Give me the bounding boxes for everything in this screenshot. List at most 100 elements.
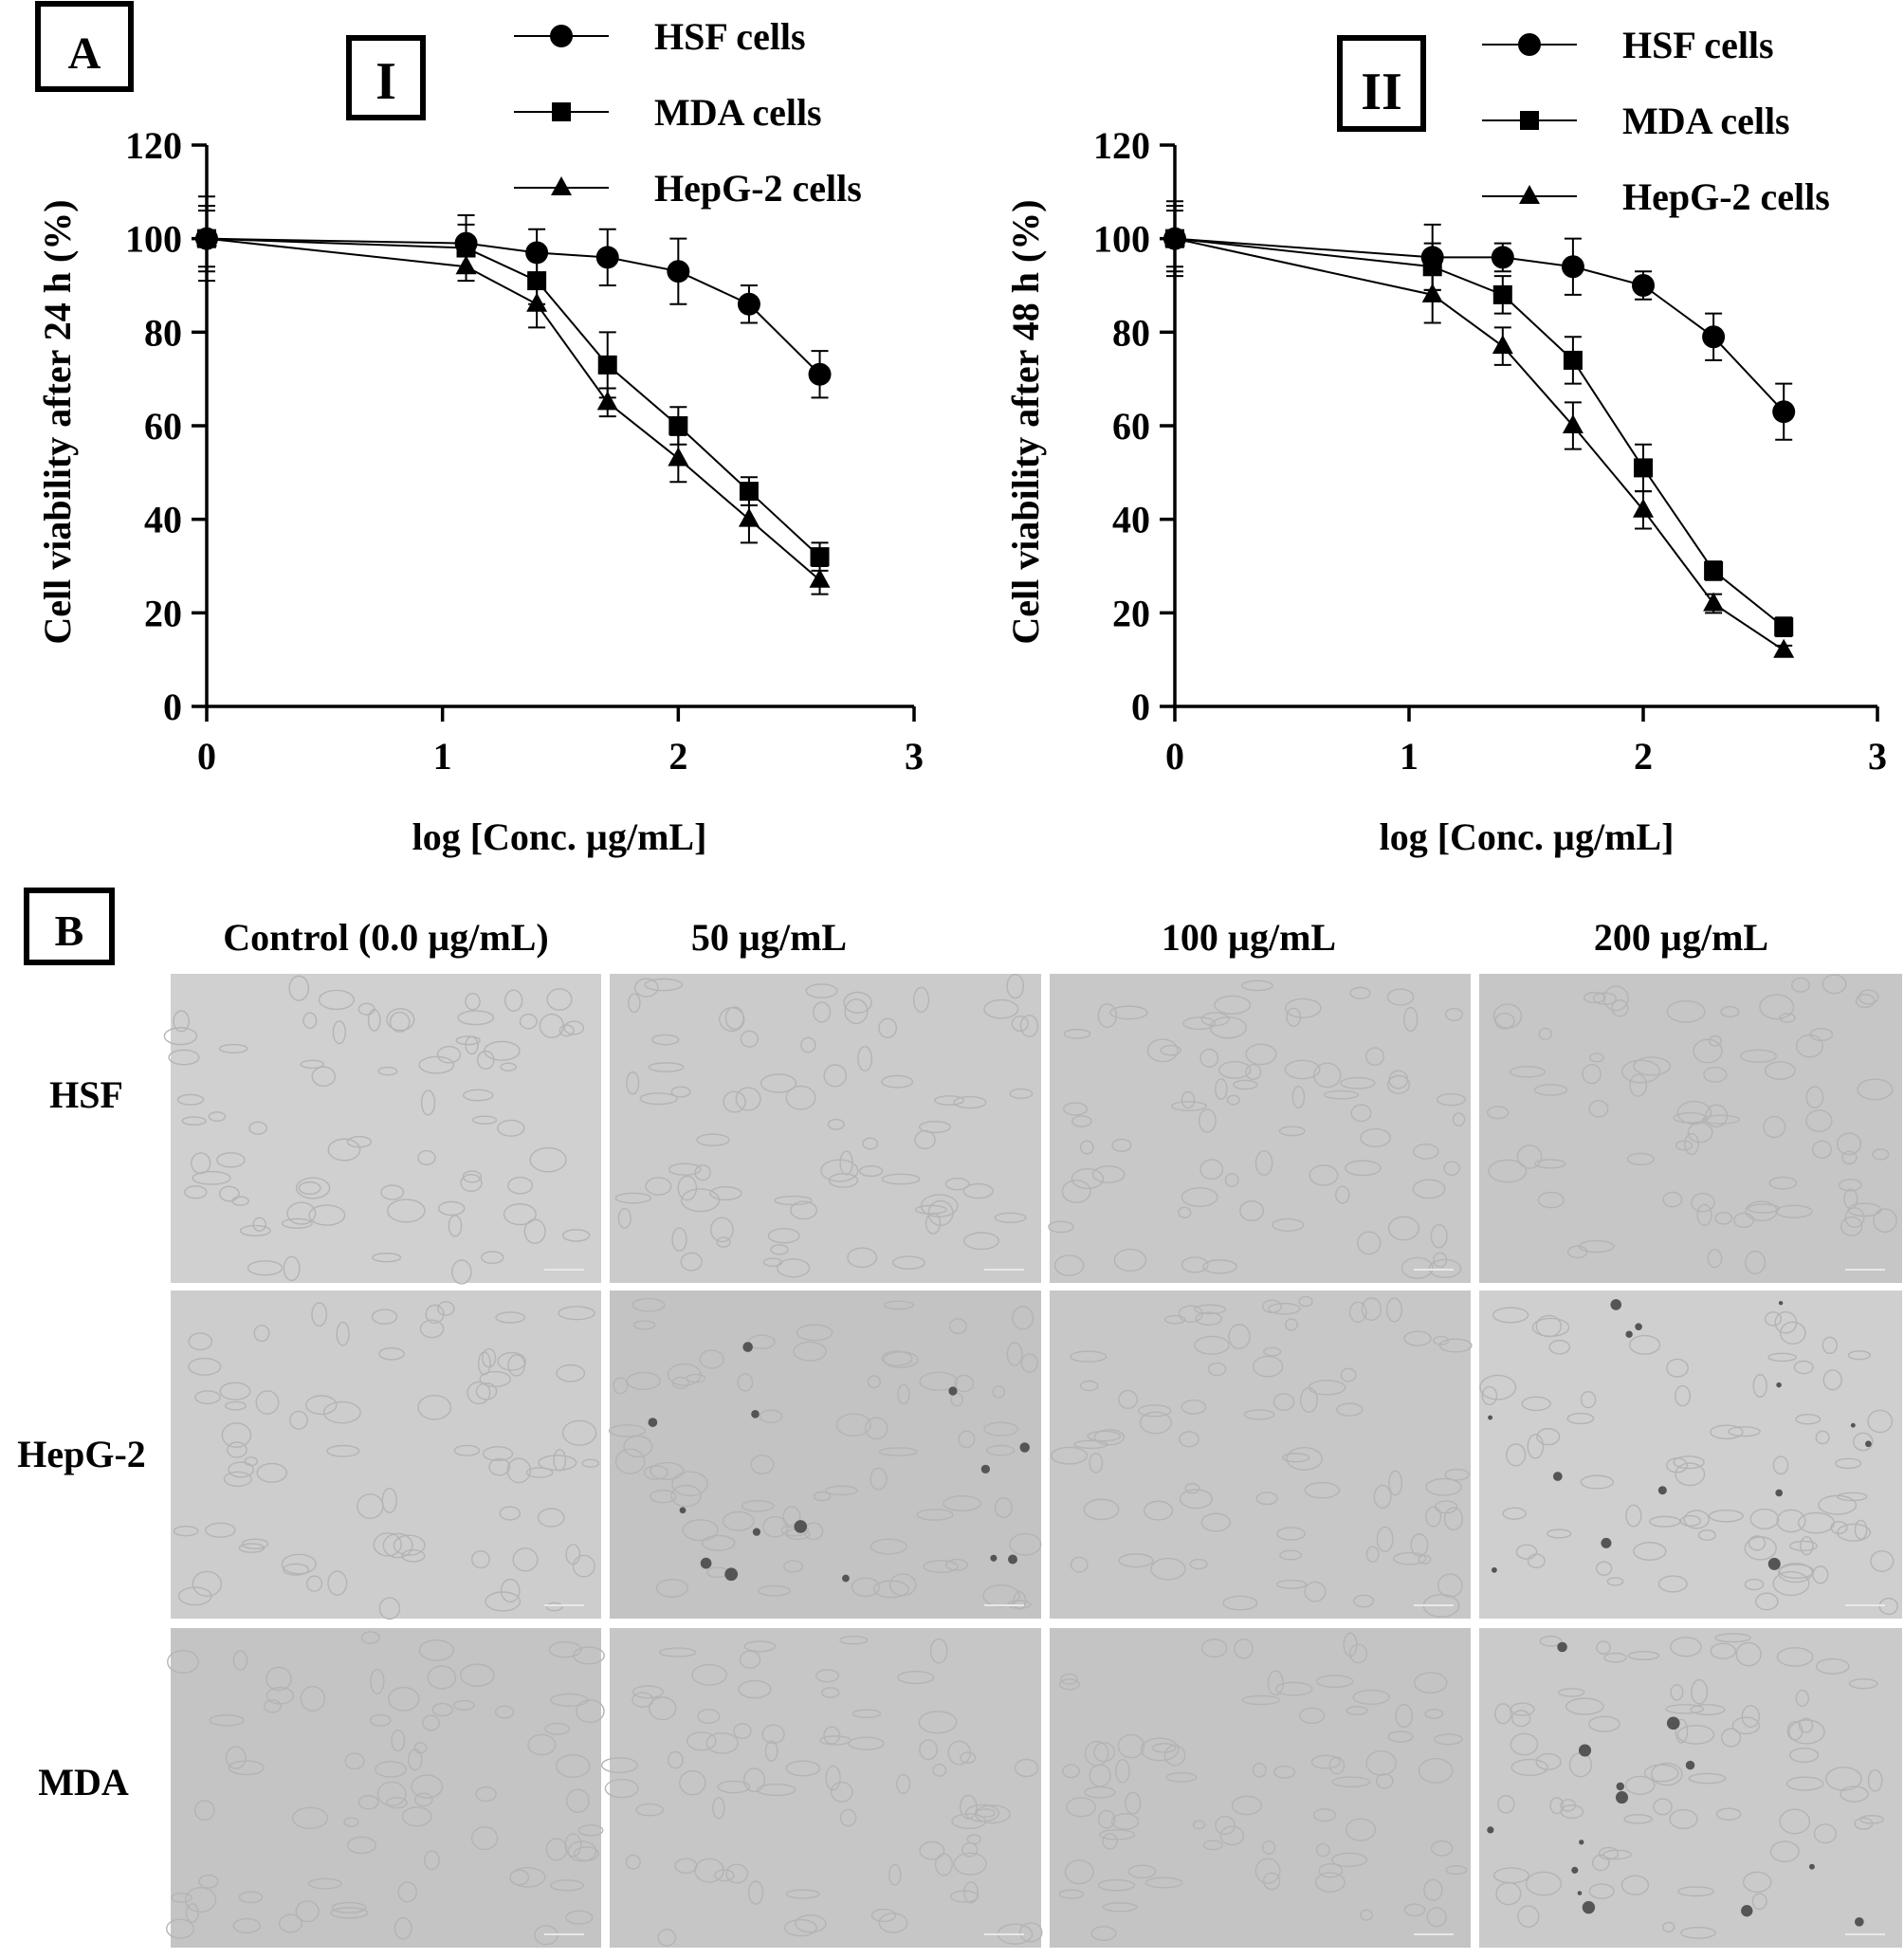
debris-dot (1582, 1900, 1596, 1914)
cell-outline (1200, 1639, 1228, 1658)
cell-outline (1348, 1301, 1367, 1324)
cell-outline (1312, 1062, 1342, 1089)
cell-outline (1330, 1852, 1368, 1867)
cell-outline (1009, 1088, 1034, 1100)
cell-outline (1515, 1544, 1538, 1560)
debris-dot (1778, 1300, 1784, 1306)
cell-outline (265, 1686, 295, 1705)
cell-outline (1170, 1101, 1207, 1111)
cell-outline (1443, 1161, 1460, 1176)
cell-outline (1340, 1367, 1357, 1382)
cell-outline (1388, 1470, 1403, 1496)
cell-outline (614, 1448, 646, 1474)
cell-outline (1181, 1090, 1196, 1109)
cell-outline (184, 1887, 217, 1913)
cell-outline (1537, 1191, 1565, 1209)
cell-outline (241, 1538, 269, 1550)
cell-outline (1252, 1355, 1284, 1378)
debris-dot (1657, 1486, 1667, 1495)
cell-outline (892, 1255, 925, 1270)
cell-outline (318, 989, 356, 1011)
cell-outline (733, 1723, 752, 1740)
cell-outline (387, 1199, 426, 1223)
cell-outline (1677, 1886, 1714, 1897)
cell-outline (1606, 1577, 1624, 1586)
cell-outline (696, 1133, 730, 1146)
cell-outline (1113, 1248, 1147, 1272)
cell-outline (378, 1597, 401, 1620)
cell-outline (1780, 1321, 1806, 1345)
cell-outline (386, 1797, 408, 1809)
cell-outline (897, 1383, 910, 1405)
cell-outline (283, 1255, 301, 1282)
cell-outline (509, 1869, 530, 1886)
cell-outline (679, 1769, 706, 1796)
cell-outline (1481, 1385, 1498, 1405)
cell-outline (613, 1377, 629, 1395)
cell-outline (295, 1900, 320, 1923)
cell-outline (1388, 1070, 1409, 1089)
cell-outline (264, 1699, 282, 1713)
cell-outline (1536, 1428, 1561, 1446)
cell-outline (1070, 1350, 1108, 1363)
cell-outline (1443, 1507, 1463, 1531)
cell-outline (1858, 989, 1879, 1005)
cell-outline (1785, 1776, 1824, 1791)
debris-dot (1488, 1415, 1492, 1420)
cell-outline (1535, 1314, 1563, 1338)
x-axis-label-24h: log [Conc. µg/mL] (412, 815, 707, 858)
cell-outline (650, 1461, 685, 1480)
cell-outline (1061, 1764, 1080, 1779)
cell-outline (232, 1650, 248, 1671)
cell-outline (1299, 1387, 1319, 1413)
cell-outline (1315, 1675, 1354, 1689)
cell-outline (1720, 1006, 1740, 1017)
cell-outline (701, 1534, 736, 1551)
cell-outline (462, 1089, 494, 1102)
cell-outline (1254, 1858, 1281, 1884)
cell-outline (1509, 1066, 1547, 1078)
cell-outline (572, 1554, 595, 1578)
cell-outline (228, 1461, 255, 1478)
cell-outline (785, 1760, 821, 1777)
cell-outline (847, 1247, 878, 1269)
data-point (597, 355, 617, 375)
cell-outline (758, 1584, 791, 1597)
cell-outline (1179, 1431, 1199, 1448)
cell-outline (1763, 1115, 1786, 1139)
cell-outline (1793, 1360, 1814, 1375)
cell-outline (311, 1302, 328, 1327)
cell-outline (1516, 1144, 1543, 1169)
cell-outline (1224, 1173, 1239, 1187)
cell-outline (1365, 1546, 1380, 1563)
y-axis-label-24h: Cell viability after 24 h (%) (36, 199, 79, 644)
cell-outline (747, 1334, 776, 1350)
cell-outline (475, 1382, 498, 1401)
micrograph-image (1050, 1628, 1471, 1948)
cell-outline (192, 1170, 231, 1185)
cell-outline (420, 1089, 436, 1116)
cell-outline (1679, 1514, 1702, 1528)
cell-outline (739, 1650, 761, 1669)
cell-outline (1267, 1670, 1284, 1696)
micrograph-mda-2 (1050, 1628, 1471, 1948)
cell-outline (1073, 1439, 1108, 1450)
legend-marker (1520, 111, 1539, 130)
cell-outline (1163, 1314, 1186, 1325)
cell-outline (820, 1159, 859, 1182)
y-tick-label: 80 (1112, 311, 1150, 354)
cell-outline (1360, 1909, 1374, 1921)
cell-outline (1335, 1402, 1364, 1417)
cell-outline (1433, 1335, 1450, 1346)
cell-outline (623, 1435, 653, 1458)
debris-dot (1741, 1905, 1753, 1917)
cell-outline (1627, 1651, 1660, 1661)
cell-outline (500, 1062, 517, 1071)
cell-outline (1744, 1578, 1765, 1591)
cell-outline (1844, 1207, 1865, 1228)
cell-outline (632, 1685, 665, 1699)
series-line (206, 237, 821, 581)
cell-outline (1192, 1820, 1206, 1830)
cell-outline (413, 1742, 428, 1754)
